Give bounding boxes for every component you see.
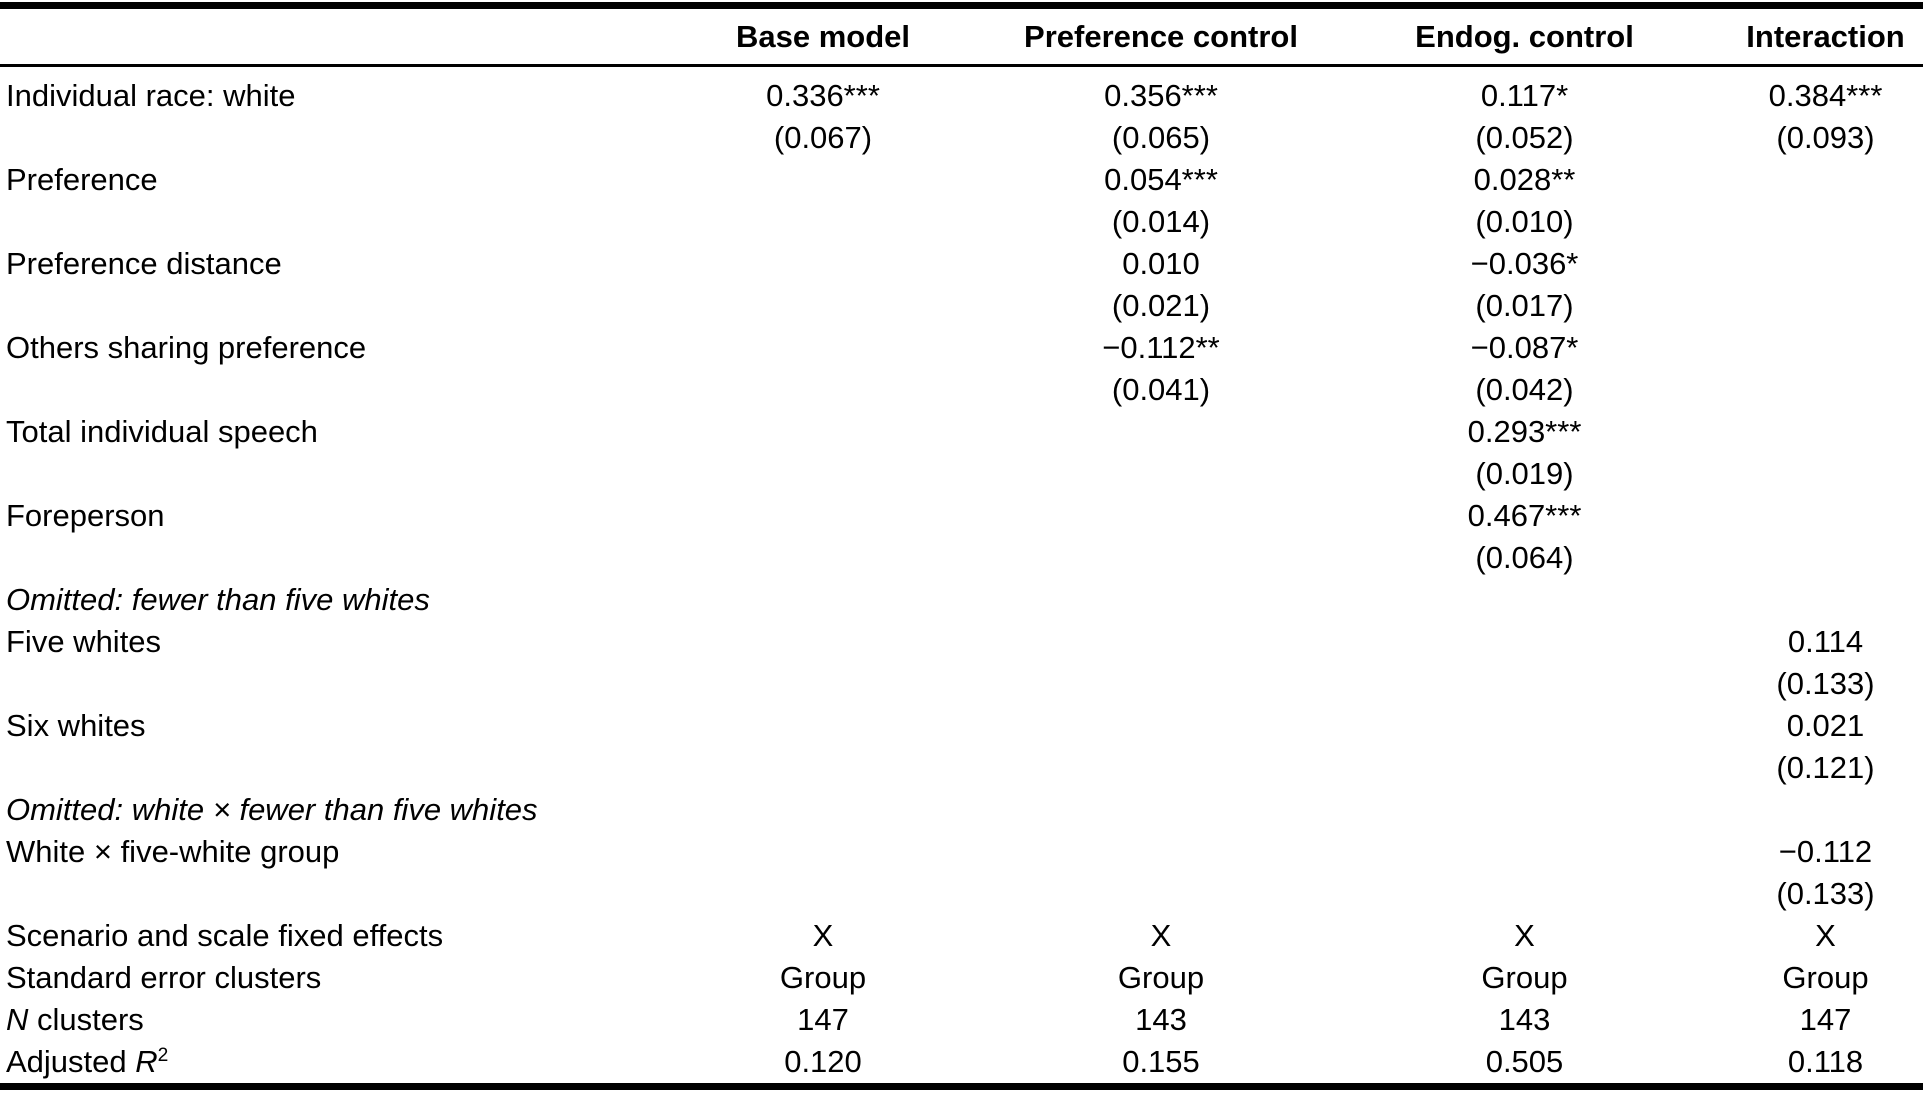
estimate-cell: −0.036* (1470, 246, 1579, 281)
std-error-cell: (0.014) (1111, 204, 1211, 239)
estimate-cell: 0.356*** (1104, 78, 1218, 113)
estimate-cell: 0.021 (1786, 708, 1865, 743)
estimate-cell: 0.028** (1473, 162, 1576, 197)
std-error-cell: (0.021) (1111, 288, 1211, 323)
table-row-std-errors: (0.067) (0.065) (0.052) (0.093) (0, 117, 1923, 159)
value-cell: X (1150, 918, 1172, 953)
estimate-cell: −0.112** (1102, 330, 1220, 365)
row-label: Others sharing preference (6, 330, 367, 365)
std-error-cell: (0.133) (1776, 666, 1875, 701)
table-section-row: Omitted: white × fewer than five whites (0, 789, 1923, 831)
column-header-interaction: Interaction (1746, 18, 1905, 54)
table-row-summary: N clusters 147 143 143 147 (0, 999, 1923, 1041)
table-bottom-rule (0, 1083, 1923, 1090)
table-top-rule (0, 2, 1923, 9)
estimate-cell: −0.112 (1778, 834, 1873, 869)
std-error-cell: (0.065) (1111, 120, 1211, 155)
value-cell: X (812, 918, 834, 953)
std-error-cell: (0.052) (1475, 120, 1574, 155)
table-row-estimates: Others sharing preference −0.112** −0.087* (0, 327, 1923, 369)
value-cell: 143 (1498, 1002, 1551, 1037)
std-error-cell: (0.042) (1475, 372, 1574, 407)
table-row-estimates: Preference distance 0.010 −0.036* (0, 243, 1923, 285)
table-body: Individual race: white 0.336*** 0.356*** 0.… (0, 67, 1923, 1083)
value-cell: 0.120 (784, 1044, 862, 1079)
table-row-std-errors: (0.019) (0, 453, 1923, 495)
estimate-cell: −0.087* (1470, 330, 1579, 365)
table-row-estimates: Individual race: white 0.336*** 0.356*** 0.… (0, 75, 1923, 117)
std-error-cell: (0.121) (1776, 750, 1875, 785)
table-row-estimates: Five whites 0.114 (0, 621, 1923, 663)
table-row-std-errors: (0.121) (0, 747, 1923, 789)
table-row-summary: Scenario and scale fixed effects X X X X (0, 915, 1923, 957)
value-cell: Group (1782, 960, 1869, 995)
value-cell: 0.505 (1485, 1044, 1564, 1079)
table-row-summary: Standard error clusters Group Group Group Gr… (0, 957, 1923, 999)
estimate-cell: 0.336*** (766, 78, 880, 113)
value-cell: 147 (797, 1002, 849, 1037)
std-error-cell: (0.093) (1776, 120, 1875, 155)
row-label: Five whites (6, 624, 162, 659)
row-label: Preference distance (6, 246, 282, 281)
table-header-row: Base model Preference control Endog. con… (0, 9, 1923, 64)
estimate-cell: 0.467*** (1467, 498, 1582, 533)
std-error-cell: (0.064) (1475, 540, 1574, 575)
estimate-cell: 0.117* (1480, 78, 1569, 113)
value-cell: X (1815, 918, 1836, 953)
table-row-estimates: Six whites 0.021 (0, 705, 1923, 747)
table-row-std-errors: (0.064) (0, 537, 1923, 579)
table-row-estimates: Foreperson 0.467*** (0, 495, 1923, 537)
std-error-cell: (0.041) (1111, 372, 1211, 407)
value-cell: 147 (1799, 1002, 1852, 1037)
value-cell: Group (1481, 960, 1568, 995)
estimate-cell: 0.114 (1787, 624, 1864, 659)
table-row-estimates: Total individual speech 0.293*** (0, 411, 1923, 453)
std-error-cell: (0.019) (1475, 456, 1574, 491)
table-row-estimates: Preference 0.054*** 0.028** (0, 159, 1923, 201)
estimate-cell: 0.010 (1122, 246, 1200, 281)
std-error-cell: (0.017) (1475, 288, 1574, 323)
row-label: Individual race: white (6, 78, 296, 113)
table-row-std-errors: (0.133) (0, 873, 1923, 915)
table-section-row: Omitted: fewer than five whites (0, 579, 1923, 621)
row-label: Adjusted R2 (6, 1044, 169, 1079)
table-row-std-errors: (0.041) (0.042) (0, 369, 1923, 411)
table-row-std-errors: (0.014) (0.010) (0, 201, 1923, 243)
value-cell: 0.118 (1787, 1044, 1864, 1079)
value-cell: Group (779, 960, 867, 995)
table-row-summary: Adjusted R2 0.120 0.155 0.505 0.118 (0, 1041, 1923, 1083)
row-label: Foreperson (6, 498, 165, 533)
std-error-cell: (0.010) (1475, 204, 1574, 239)
value-cell: 143 (1135, 1002, 1187, 1037)
column-header-base-model: Base model (735, 18, 910, 54)
row-label: N clusters (6, 1002, 144, 1037)
table-row-estimates: White × five-white group −0.112 (0, 831, 1923, 873)
value-cell: 0.155 (1122, 1044, 1200, 1079)
table-row-std-errors: (0.133) (0, 663, 1923, 705)
row-label: White × five-white group (6, 834, 340, 869)
row-label: Standard error clusters (6, 960, 322, 995)
row-label: Total individual speech (6, 414, 318, 449)
section-label: Omitted: fewer than five whites (6, 582, 430, 617)
table-header-rule (0, 64, 1923, 67)
row-label: Preference (6, 162, 158, 197)
row-label: Scenario and scale fixed effects (6, 918, 444, 953)
std-error-cell: (0.133) (1776, 876, 1875, 911)
estimate-cell: 0.054*** (1104, 162, 1218, 197)
value-cell: Group (1117, 960, 1205, 995)
value-cell: X (1514, 918, 1535, 953)
column-header-preference-control: Preference control (1024, 18, 1298, 54)
estimate-cell: 0.384*** (1768, 78, 1883, 113)
column-header-endog-control: Endog. control (1415, 18, 1634, 54)
estimate-cell: 0.293*** (1467, 414, 1582, 449)
section-label: Omitted: white × fewer than five whites (6, 792, 538, 827)
std-error-cell: (0.067) (773, 120, 873, 155)
table-row-std-errors: (0.021) (0.017) (0, 285, 1923, 327)
row-label: Six whites (6, 708, 146, 743)
